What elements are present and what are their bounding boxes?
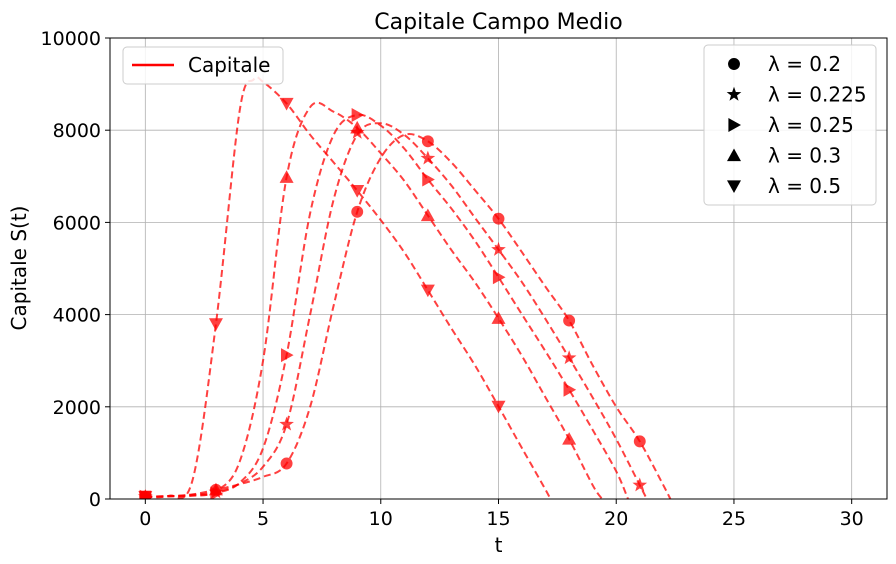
y-tick-label: 6000 [53, 212, 101, 234]
x-tick-label: 5 [257, 508, 269, 530]
x-ticks: 0 5 10 15 20 25 30 [139, 499, 864, 530]
y-axis-label: Capitale S(t) [7, 206, 31, 331]
y-tick-label: 2000 [53, 397, 101, 419]
series-curve [145, 113, 629, 499]
chart-title: Capitale Campo Medio [374, 10, 622, 35]
marker-legend-box [703, 44, 877, 206]
marker-legend-symbol [727, 180, 741, 193]
x-tick-label: 20 [604, 508, 628, 530]
data-point [563, 314, 576, 327]
data-point [351, 107, 365, 122]
series-curve [145, 133, 672, 499]
data-point [492, 270, 506, 285]
line-legend: Capitale [122, 46, 284, 85]
data-point [561, 350, 577, 365]
data-point [420, 284, 435, 298]
data-point [279, 97, 294, 111]
data-point [350, 120, 365, 134]
x-tick-label: 10 [369, 508, 393, 530]
data-point [421, 135, 434, 148]
x-tick-label: 25 [722, 508, 746, 530]
data-point [279, 170, 294, 183]
line-legend-box [122, 46, 284, 85]
data-point [280, 457, 293, 470]
marker-legend-label: λ = 0.3 [768, 144, 841, 168]
data-point [420, 208, 435, 222]
data-point [350, 184, 365, 198]
x-axis-label: t [495, 533, 503, 557]
y-ticks: 0 2000 4000 6000 8000 10000 [41, 28, 110, 511]
data-point [633, 435, 646, 448]
y-tick-label: 10000 [41, 28, 101, 50]
data-point [139, 490, 152, 499]
data-point [280, 348, 294, 363]
data-point [279, 416, 294, 431]
data-point [491, 241, 506, 256]
data-point [208, 482, 223, 496]
data-point [208, 318, 223, 331]
marker-legend-label: λ = 0.225 [768, 83, 867, 107]
marker-legend-label: λ = 0.2 [768, 52, 841, 76]
data-point [351, 205, 364, 218]
y-tick-label: 4000 [53, 305, 101, 327]
x-tick-label: 15 [486, 508, 510, 530]
line-legend-label: Capitale [188, 53, 270, 77]
x-tick-label: 0 [139, 508, 151, 530]
data-point [492, 212, 505, 225]
marker-legend-symbol [728, 118, 741, 132]
data-point [632, 477, 648, 492]
marker-legend-label: λ = 0.5 [768, 174, 841, 198]
marker-legend: λ = 0.2 λ = 0.225 λ = 0.25 λ = 0.3 λ = 0.5 [703, 44, 877, 206]
y-tick-label: 8000 [53, 120, 101, 142]
x-tick-label: 30 [840, 508, 864, 530]
marker-legend-symbol [728, 58, 740, 70]
y-tick-label: 0 [89, 489, 101, 511]
data-point [420, 150, 436, 165]
marker-legend-symbol [726, 86, 742, 101]
data-point [491, 311, 506, 324]
data-point [422, 172, 435, 187]
data-point [491, 400, 506, 414]
data-point [563, 382, 577, 397]
marker-legend-label: λ = 0.25 [768, 113, 854, 137]
data-point [562, 432, 577, 445]
marker-legend-symbol [727, 148, 741, 162]
markers [138, 97, 648, 499]
